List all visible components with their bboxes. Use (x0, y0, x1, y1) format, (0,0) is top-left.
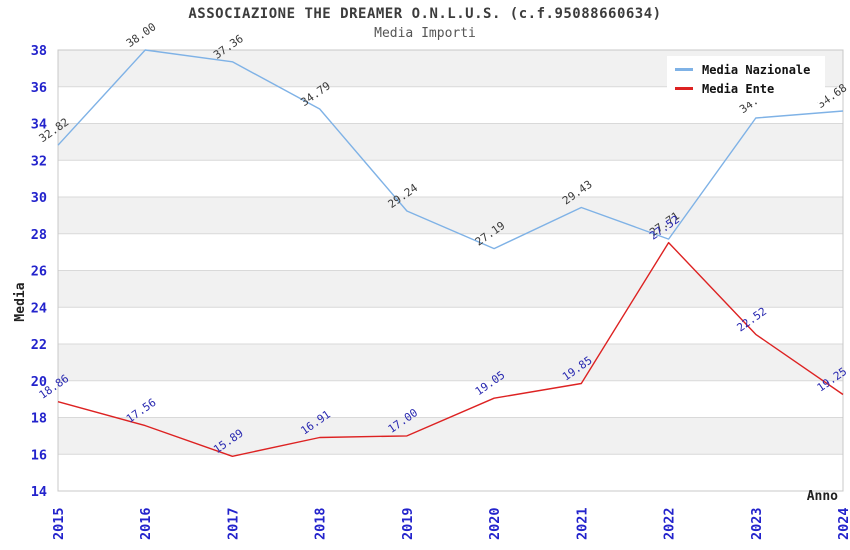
x-tick-label: 2017 (225, 507, 241, 540)
series-line-media-nazionale (57, 49, 844, 250)
x-tick-label: 2020 (487, 507, 503, 540)
chart-subtitle: Media Importi (374, 26, 476, 41)
plot-stripe (58, 344, 843, 381)
y-tick-label: 30 (31, 190, 47, 206)
plot-stripe (58, 417, 843, 455)
y-tick-label: 38 (31, 43, 47, 59)
legend-item: Media Ente (675, 79, 825, 98)
y-tick-label: 22 (31, 337, 47, 353)
plot-stripe (58, 233, 843, 271)
x-tick-label: 2023 (749, 507, 765, 540)
chart-legend: Media Nazionale Media Ente (667, 56, 825, 102)
y-tick-label: 34 (31, 117, 47, 133)
y-tick-label: 28 (31, 227, 47, 243)
x-tick-label: 2018 (313, 507, 329, 540)
y-tick-label: 32 (31, 153, 47, 169)
x-tick-label: 2021 (574, 507, 590, 540)
plot-stripe (58, 307, 843, 344)
legend-line-icon (675, 68, 693, 71)
series-line-media-ente (57, 241, 844, 457)
point-label: 38.00 (124, 20, 159, 50)
x-tick-label: 2016 (138, 507, 154, 540)
y-tick-label: 20 (31, 374, 47, 390)
plot-frame (57, 49, 844, 492)
y-tick-label: 14 (31, 484, 47, 500)
legend-label: Media Nazionale (702, 62, 811, 77)
y-tick-label: 18 (31, 411, 47, 427)
y-axis-title: Media (13, 282, 28, 321)
y-tick-label: 36 (31, 80, 47, 96)
plot-stripe (58, 380, 843, 418)
y-tick-label: 24 (31, 300, 47, 316)
plot-stripe (58, 123, 843, 161)
legend-line-icon (675, 87, 693, 90)
plot-stripe (58, 197, 843, 234)
x-axis-title: Anno (807, 489, 838, 504)
legend-item: Media Nazionale (675, 60, 825, 79)
x-tick-label: 2019 (400, 507, 416, 540)
plot-stripe (58, 160, 843, 197)
x-tick-label: 2022 (662, 507, 678, 540)
x-tick-label: 2015 (51, 507, 67, 540)
chart-title: ASSOCIAZIONE THE DREAMER O.N.L.U.S. (c.f… (188, 6, 662, 22)
y-tick-label: 26 (31, 264, 47, 280)
x-tick-label: 2024 (836, 507, 850, 540)
plot-stripe (58, 454, 843, 491)
legend-label: Media Ente (702, 81, 775, 96)
y-tick-label: 16 (31, 447, 47, 463)
